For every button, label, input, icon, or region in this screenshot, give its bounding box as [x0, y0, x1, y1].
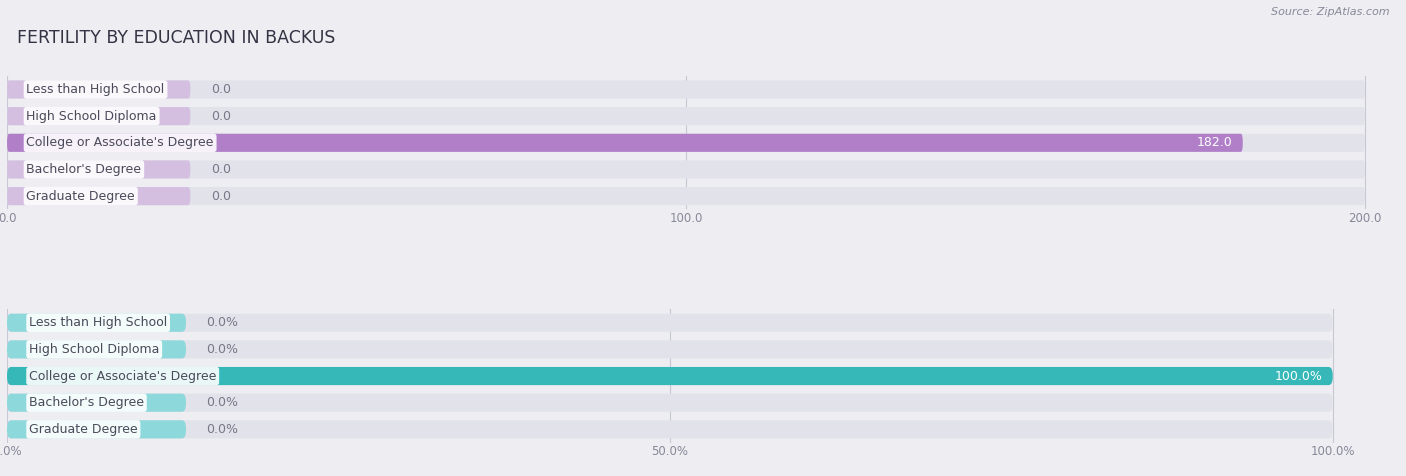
FancyBboxPatch shape: [7, 134, 1365, 152]
Text: 0.0%: 0.0%: [205, 423, 238, 436]
FancyBboxPatch shape: [7, 160, 1365, 178]
Text: 0.0: 0.0: [211, 83, 231, 96]
FancyBboxPatch shape: [7, 420, 1333, 438]
Text: College or Associate's Degree: College or Associate's Degree: [30, 369, 217, 383]
Text: 0.0: 0.0: [211, 189, 231, 203]
Text: College or Associate's Degree: College or Associate's Degree: [27, 136, 214, 149]
FancyBboxPatch shape: [7, 134, 1243, 152]
FancyBboxPatch shape: [7, 340, 186, 358]
Text: 0.0%: 0.0%: [205, 343, 238, 356]
Text: Less than High School: Less than High School: [30, 316, 167, 329]
Text: Graduate Degree: Graduate Degree: [30, 423, 138, 436]
Text: High School Diploma: High School Diploma: [27, 109, 157, 123]
Text: Less than High School: Less than High School: [27, 83, 165, 96]
FancyBboxPatch shape: [7, 394, 186, 412]
FancyBboxPatch shape: [7, 80, 1365, 99]
Text: 0.0: 0.0: [211, 163, 231, 176]
FancyBboxPatch shape: [7, 187, 190, 205]
FancyBboxPatch shape: [7, 187, 1365, 205]
Text: Graduate Degree: Graduate Degree: [27, 189, 135, 203]
FancyBboxPatch shape: [7, 394, 1333, 412]
Text: 182.0: 182.0: [1197, 136, 1232, 149]
FancyBboxPatch shape: [7, 107, 1365, 125]
FancyBboxPatch shape: [7, 314, 1333, 332]
Text: 100.0%: 100.0%: [1274, 369, 1322, 383]
FancyBboxPatch shape: [7, 314, 186, 332]
Text: FERTILITY BY EDUCATION IN BACKUS: FERTILITY BY EDUCATION IN BACKUS: [17, 29, 335, 47]
FancyBboxPatch shape: [7, 160, 190, 178]
FancyBboxPatch shape: [7, 80, 190, 99]
FancyBboxPatch shape: [7, 367, 1333, 385]
Text: Bachelor's Degree: Bachelor's Degree: [30, 396, 143, 409]
Text: 0.0: 0.0: [211, 109, 231, 123]
FancyBboxPatch shape: [7, 107, 190, 125]
FancyBboxPatch shape: [7, 340, 1333, 358]
Text: 0.0%: 0.0%: [205, 396, 238, 409]
FancyBboxPatch shape: [7, 367, 1333, 385]
FancyBboxPatch shape: [7, 420, 186, 438]
Text: Source: ZipAtlas.com: Source: ZipAtlas.com: [1271, 7, 1389, 17]
Text: High School Diploma: High School Diploma: [30, 343, 159, 356]
Text: 0.0%: 0.0%: [205, 316, 238, 329]
Text: Bachelor's Degree: Bachelor's Degree: [27, 163, 142, 176]
